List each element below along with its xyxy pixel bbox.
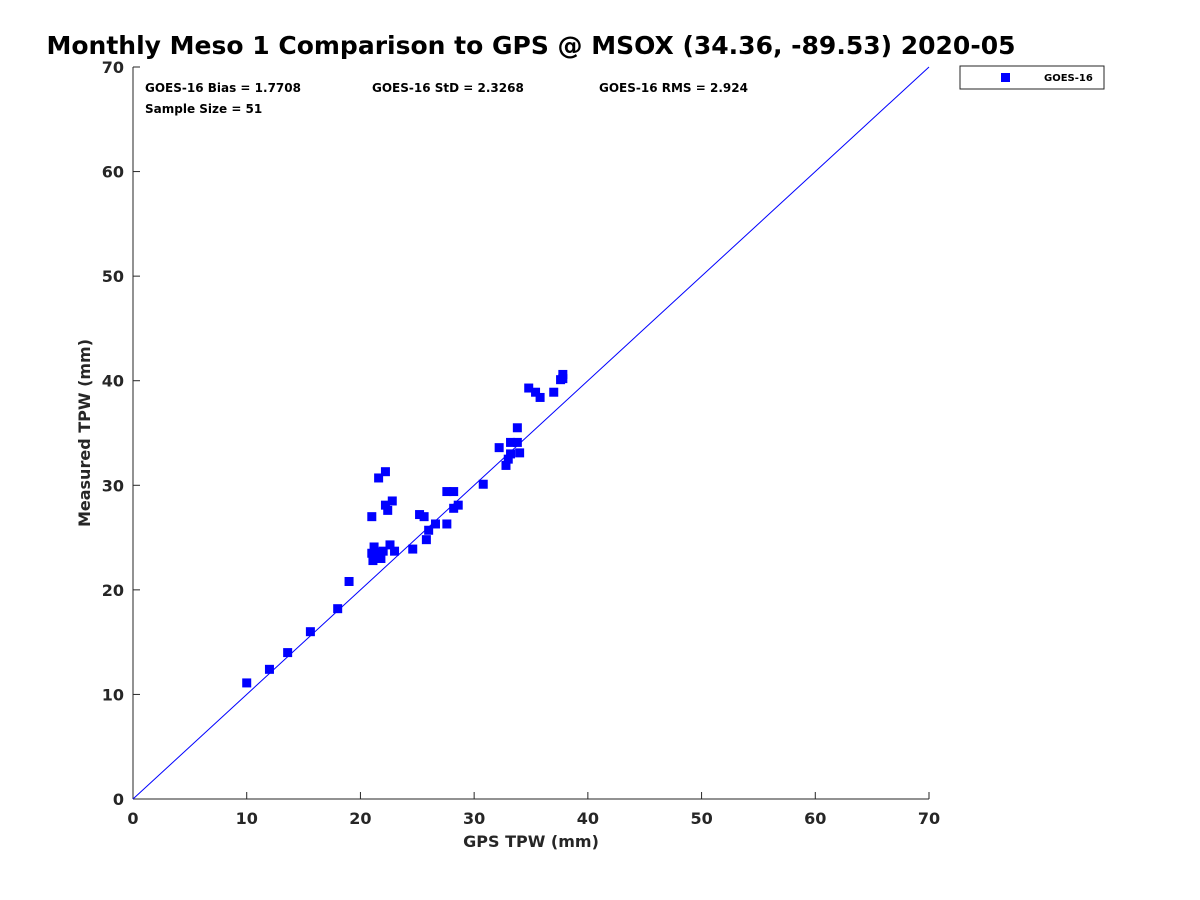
x-ticks: 0 10 20 30 40 50 60 70 bbox=[127, 792, 940, 828]
data-point bbox=[380, 467, 390, 477]
rms-stat: GOES-16 RMS = 2.924 bbox=[599, 81, 748, 95]
data-point bbox=[531, 387, 541, 397]
x-tick-label: 60 bbox=[804, 809, 826, 828]
data-point bbox=[387, 496, 397, 506]
data-point bbox=[558, 374, 568, 384]
sample-size-stat: Sample Size = 51 bbox=[145, 102, 262, 116]
x-tick-label: 50 bbox=[690, 809, 712, 828]
data-point bbox=[449, 503, 459, 513]
data-point bbox=[369, 542, 379, 552]
x-tick-label: 40 bbox=[577, 809, 599, 828]
x-tick-label: 30 bbox=[463, 809, 485, 828]
data-point bbox=[344, 576, 354, 586]
chart-title: Monthly Meso 1 Comparison to GPS @ MSOX … bbox=[47, 31, 1016, 60]
data-point bbox=[419, 512, 429, 522]
data-point bbox=[374, 547, 384, 557]
y-ticks: 0 10 20 30 40 50 60 70 bbox=[102, 58, 140, 809]
data-point bbox=[390, 546, 400, 556]
y-tick-label: 50 bbox=[102, 267, 124, 286]
data-point bbox=[494, 443, 504, 453]
data-point bbox=[442, 519, 452, 529]
data-point bbox=[506, 437, 516, 447]
data-point bbox=[283, 648, 293, 658]
x-tick-label: 10 bbox=[236, 809, 258, 828]
legend-marker bbox=[1001, 73, 1010, 82]
legend-box bbox=[959, 65, 1105, 90]
x-axis-label: GPS TPW (mm) bbox=[463, 832, 599, 851]
data-point bbox=[506, 449, 516, 459]
data-point bbox=[424, 525, 434, 535]
data-point bbox=[501, 460, 511, 470]
data-point bbox=[453, 500, 463, 510]
data-point bbox=[367, 548, 377, 558]
y-tick-label: 0 bbox=[113, 790, 124, 809]
data-point bbox=[242, 678, 252, 688]
data-point bbox=[385, 540, 395, 550]
y-tick-label: 70 bbox=[102, 58, 124, 77]
y-tick-label: 30 bbox=[102, 476, 124, 495]
data-points bbox=[242, 369, 568, 688]
data-point bbox=[449, 487, 459, 497]
data-point bbox=[512, 437, 522, 447]
data-point bbox=[503, 454, 513, 464]
data-point bbox=[378, 546, 388, 556]
data-point bbox=[383, 505, 393, 515]
data-point bbox=[478, 479, 488, 489]
data-point bbox=[408, 544, 418, 554]
plot-area: 0 10 20 30 40 50 60 70 0 10 20 30 40 50 60 70 bbox=[102, 58, 940, 828]
data-point bbox=[264, 664, 274, 674]
data-point bbox=[374, 473, 384, 483]
data-point bbox=[442, 487, 452, 497]
data-point bbox=[512, 423, 522, 433]
y-tick-label: 40 bbox=[102, 372, 124, 391]
x-tick-label: 20 bbox=[349, 809, 371, 828]
data-point bbox=[549, 387, 559, 397]
std-stat: GOES-16 StD = 2.3268 bbox=[372, 81, 524, 95]
one-to-one-line bbox=[132, 66, 930, 800]
data-point bbox=[380, 500, 390, 510]
data-point bbox=[535, 392, 545, 402]
data-point bbox=[421, 535, 431, 545]
data-point bbox=[305, 627, 315, 637]
x-tick-label: 0 bbox=[127, 809, 138, 828]
x-tick-label: 70 bbox=[918, 809, 940, 828]
legend-entry-goes-16: GOES-16 bbox=[1044, 73, 1093, 84]
data-point bbox=[524, 383, 534, 393]
data-point bbox=[333, 604, 343, 614]
bias-stat: GOES-16 Bias = 1.7708 bbox=[145, 81, 301, 95]
data-point bbox=[367, 512, 377, 522]
data-point bbox=[368, 556, 378, 566]
y-tick-label: 10 bbox=[102, 685, 124, 704]
data-point bbox=[430, 519, 440, 529]
data-point bbox=[376, 553, 386, 563]
y-axis-label: Measured TPW (mm) bbox=[75, 339, 94, 527]
legend: GOES-16 bbox=[959, 65, 1105, 90]
data-point bbox=[415, 510, 425, 520]
y-tick-label: 20 bbox=[102, 581, 124, 600]
y-tick-label: 60 bbox=[102, 163, 124, 182]
data-point bbox=[515, 448, 525, 458]
